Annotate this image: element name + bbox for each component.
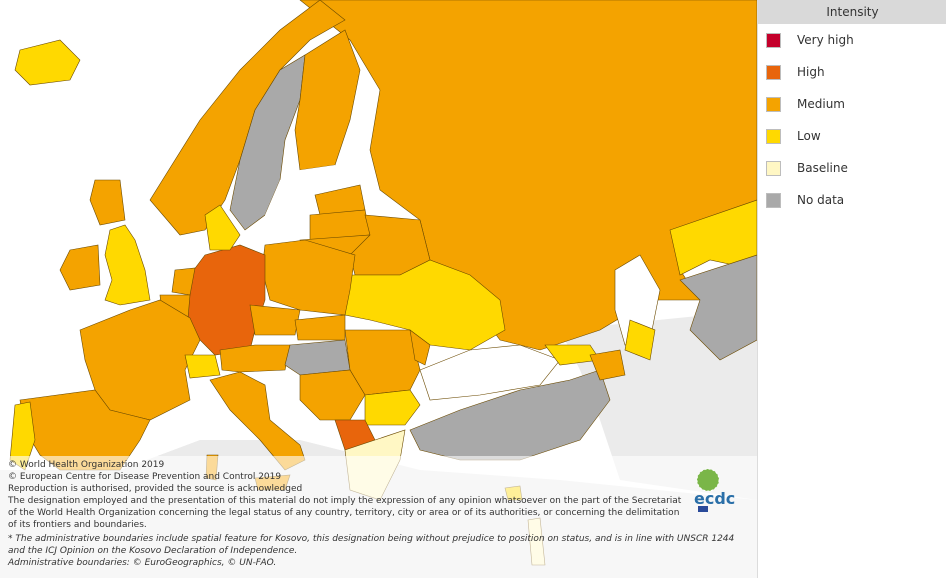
country-armenia[interactable] bbox=[624, 319, 656, 361]
legend-title: Intensity bbox=[758, 0, 946, 24]
legend-label: Medium bbox=[797, 97, 845, 111]
country-ireland[interactable] bbox=[59, 244, 101, 291]
map-svg[interactable] bbox=[0, 0, 757, 578]
legend-item-baseline: Baseline bbox=[766, 159, 848, 177]
legend-swatch bbox=[766, 64, 781, 80]
legend-label: No data bbox=[797, 193, 845, 207]
attribution-line: of the World Health Organization concern… bbox=[8, 508, 680, 518]
attribution-note: and the ICJ Opinion on the Kosovo Declar… bbox=[8, 546, 298, 556]
legend-swatch bbox=[766, 96, 781, 112]
baltic-sea bbox=[265, 165, 335, 240]
country-czechia[interactable] bbox=[249, 304, 301, 336]
attribution-line: © European Centre for Disease Prevention… bbox=[8, 472, 282, 482]
attribution-note: * The administrative boundaries include … bbox=[8, 534, 735, 544]
country-hungary[interactable] bbox=[284, 339, 351, 376]
attribution-note: Administrative boundaries: © EuroGeograp… bbox=[8, 558, 277, 568]
country-united-kingdom[interactable] bbox=[104, 224, 151, 306]
legend-item-low: Low bbox=[766, 127, 821, 145]
attribution-line: Reproduction is authorised, provided the… bbox=[8, 484, 303, 494]
black-sea bbox=[419, 344, 561, 401]
country-azerbaijan[interactable] bbox=[589, 349, 626, 381]
legend-swatch bbox=[766, 128, 781, 144]
country-france[interactable] bbox=[79, 299, 201, 421]
legend-swatch bbox=[766, 32, 781, 48]
map-area[interactable]: © World Health Organization 2019 © Europ… bbox=[0, 0, 757, 578]
country-switzerland[interactable] bbox=[184, 354, 221, 379]
logo-text: ecdc bbox=[694, 489, 735, 508]
attribution-line: The designation employed and the present… bbox=[8, 496, 682, 506]
legend-item-medium: Medium bbox=[766, 95, 845, 113]
attribution-line: of its frontiers and boundaries. bbox=[8, 520, 147, 530]
legend-panel: Intensity Very high High Medium Low Base… bbox=[757, 0, 946, 578]
legend-swatch bbox=[766, 192, 781, 208]
country-iceland[interactable] bbox=[14, 39, 81, 86]
country-central-asia[interactable] bbox=[679, 254, 757, 361]
legend-item-high: High bbox=[766, 63, 825, 81]
ecdc-logo: ecdc bbox=[694, 468, 735, 512]
attribution-line: © World Health Organization 2019 bbox=[8, 460, 165, 470]
country-portugal[interactable] bbox=[9, 401, 36, 471]
country-scotland[interactable] bbox=[89, 179, 126, 226]
logo-globe-icon bbox=[697, 469, 719, 491]
legend-label: Baseline bbox=[797, 161, 848, 175]
attribution-panel: © World Health Organization 2019 © Europ… bbox=[0, 456, 757, 578]
country-austria[interactable] bbox=[219, 344, 291, 373]
legend-item-no-data: No data bbox=[766, 191, 844, 209]
legend-label: High bbox=[797, 65, 825, 79]
country-moldova[interactable] bbox=[409, 329, 431, 366]
legend-swatch bbox=[766, 160, 781, 176]
legend-item-very-high: Very high bbox=[766, 31, 854, 49]
legend-label: Very high bbox=[797, 33, 854, 47]
country-denmark[interactable] bbox=[204, 204, 241, 251]
country-ukraine[interactable] bbox=[344, 259, 506, 351]
country-italy[interactable] bbox=[209, 371, 306, 471]
legend-label: Low bbox=[797, 129, 821, 143]
